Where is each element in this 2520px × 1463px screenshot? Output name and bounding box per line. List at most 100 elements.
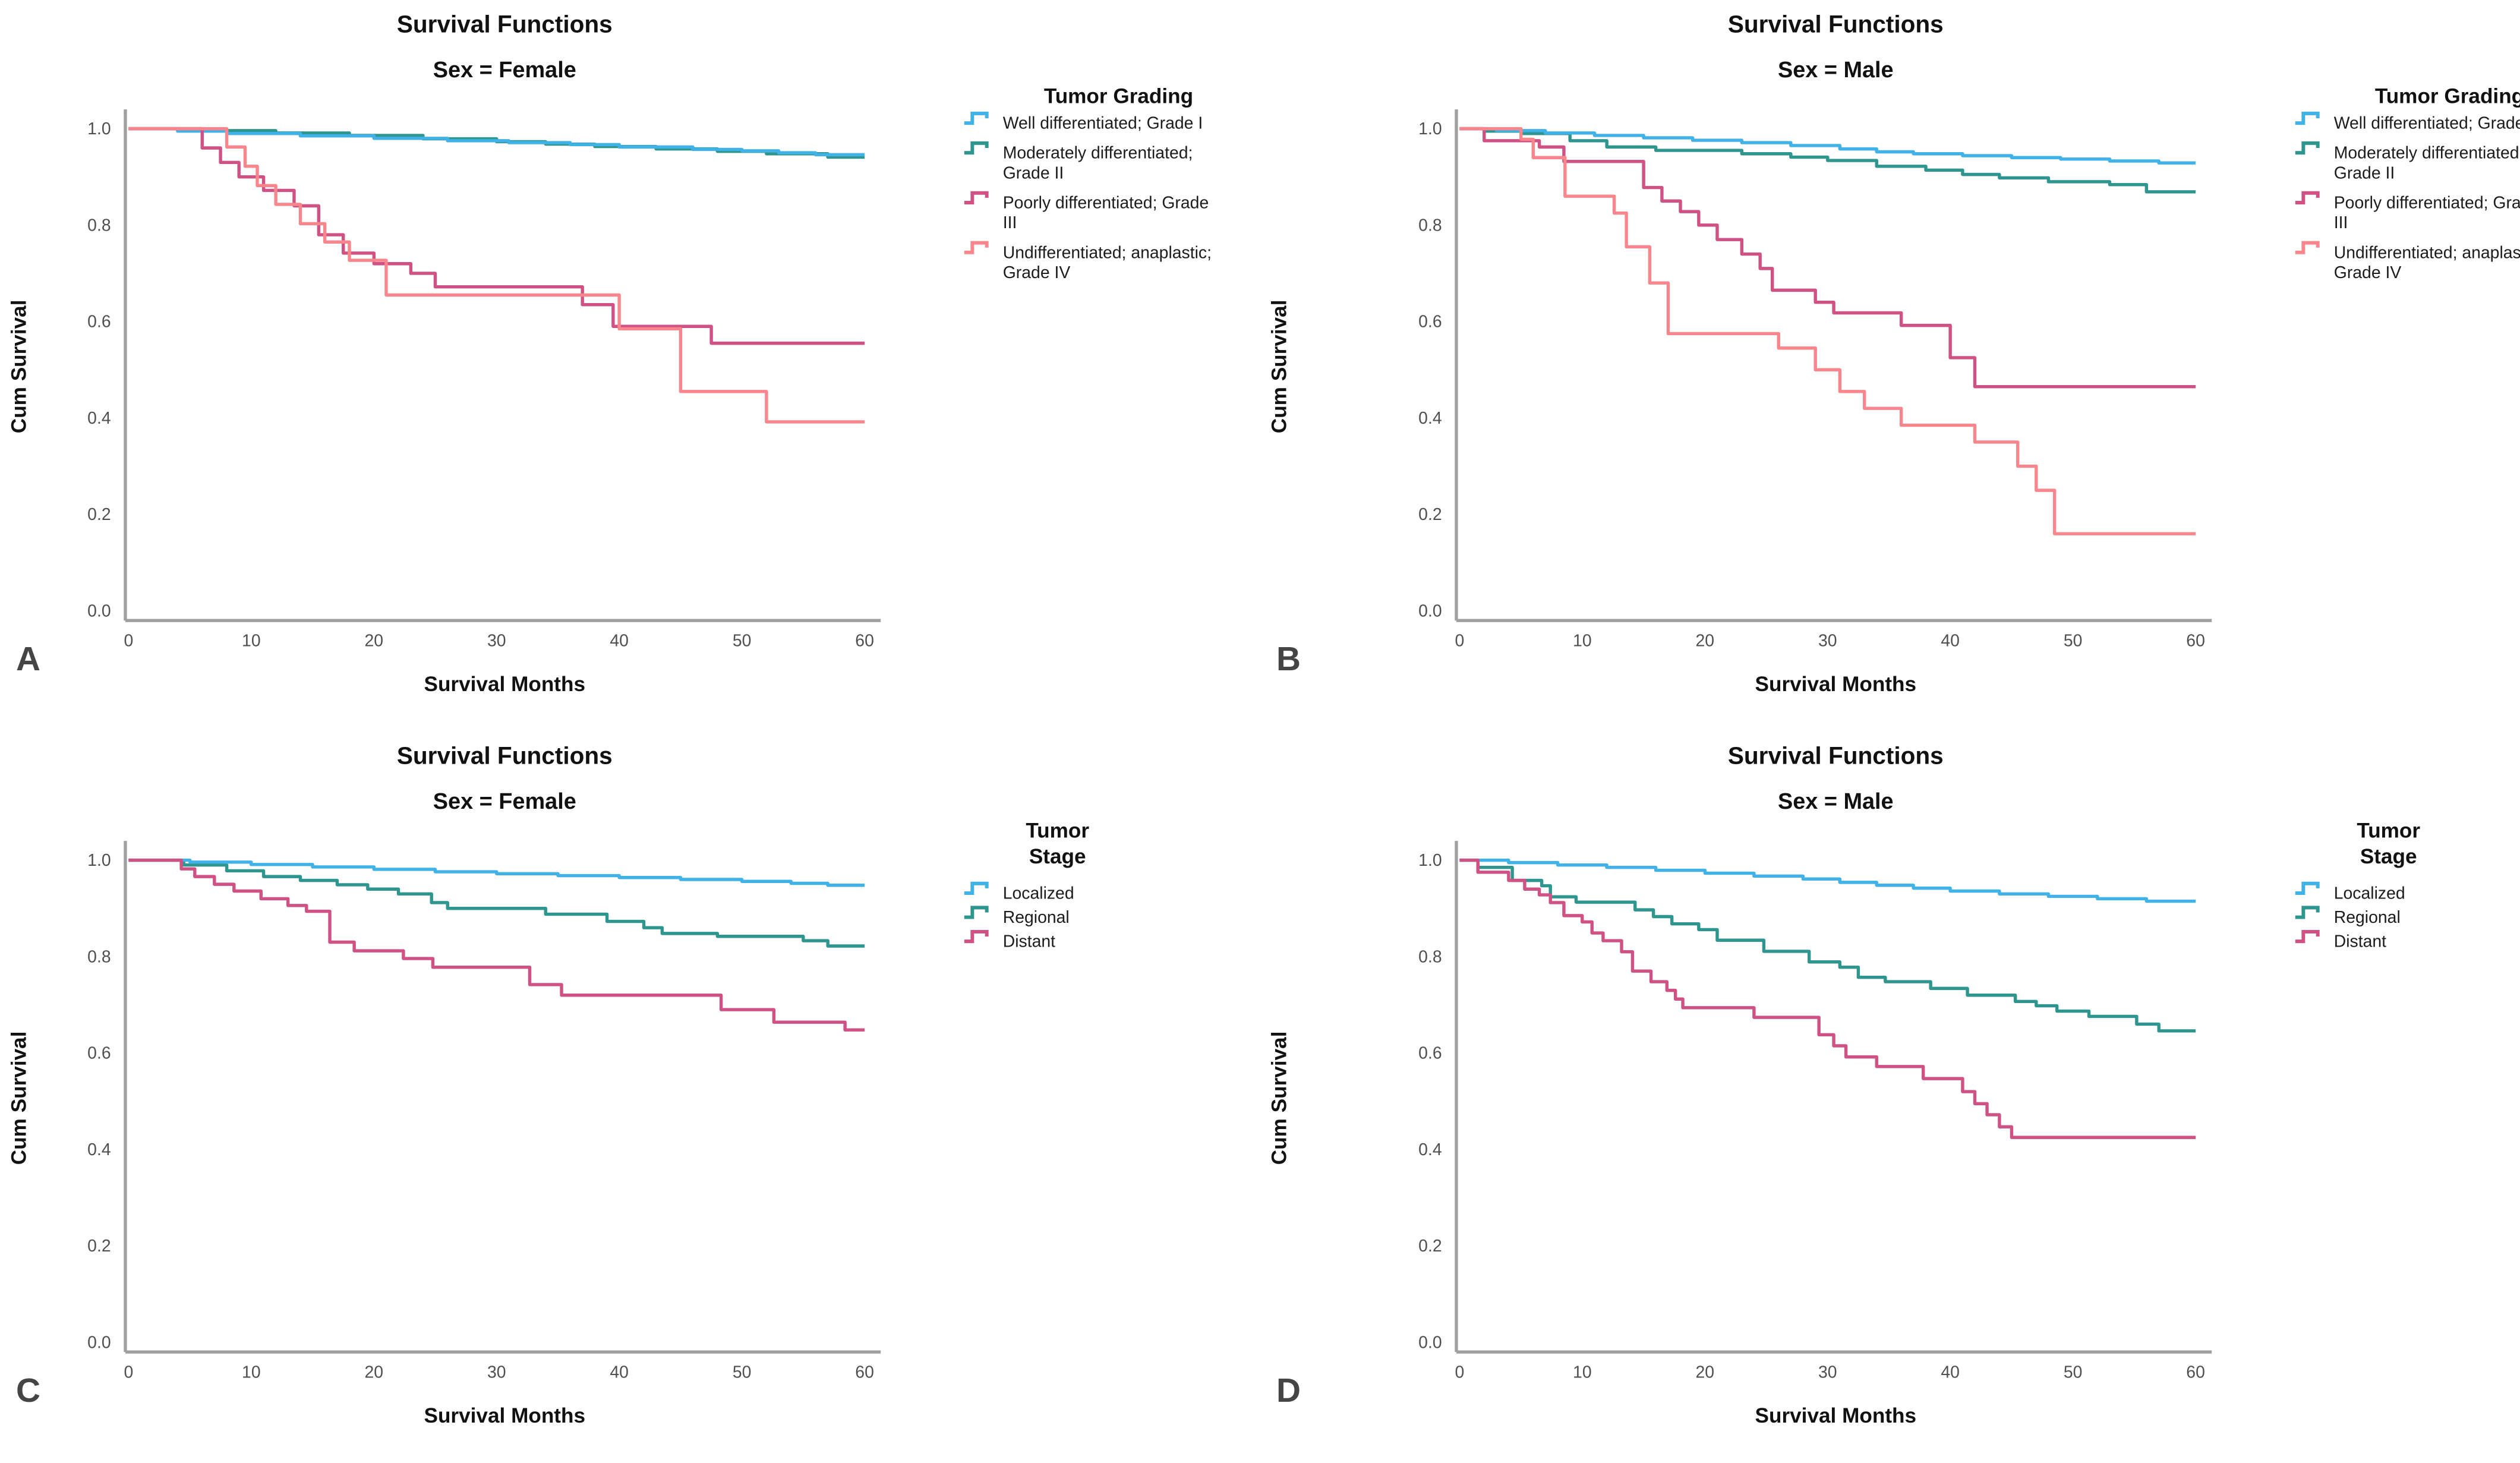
panel-b: Survival Functions Sex = Male 1.0 0.8 0.6 0.4… bbox=[1260, 0, 2520, 732]
survival-panel-B: Survival Functions Sex = Male 1.0 0.8 0.6 0.4… bbox=[1267, 10, 2520, 696]
survival-curve-blue bbox=[128, 858, 865, 887]
y-tick-label: 0.8 bbox=[87, 947, 111, 966]
survival-curve-magenta bbox=[1459, 127, 2196, 389]
x-tick-label: 10 bbox=[242, 631, 261, 650]
panel-title: Survival Functions bbox=[397, 742, 613, 769]
legend-entry-label: Undifferentiated; anaplastic; bbox=[1003, 243, 1212, 262]
legend-key-blue bbox=[964, 111, 989, 125]
y-tick-label: 1.0 bbox=[1418, 119, 1442, 138]
y-tick-label: 0.8 bbox=[1418, 216, 1442, 235]
panel-c: Survival Functions Sex = Female 1.0 0.8 0.6 0… bbox=[0, 732, 1260, 1463]
y-tick-label: 0.6 bbox=[87, 1044, 111, 1063]
survival-panel-C: Survival Functions Sex = Female 1.0 0.8 0.6 0… bbox=[7, 742, 1089, 1427]
x-tick-label: 0 bbox=[1455, 631, 1464, 650]
legend-title: Tumor bbox=[1026, 819, 1089, 843]
survival-curve-teal bbox=[128, 858, 865, 948]
legend-key-magenta bbox=[964, 191, 989, 204]
y-axis-title: Cum Survival bbox=[7, 1032, 30, 1165]
legend-key-magenta bbox=[2295, 929, 2320, 944]
legend-entry-label: Grade IV bbox=[1003, 263, 1071, 282]
y-tick-label: 0.2 bbox=[1418, 505, 1442, 524]
survival-panel-A: Survival Functions Sex = Female 1.0 0.8 0.6 0… bbox=[7, 10, 1212, 696]
legend-entry-label: Poorly differentiated; Grade bbox=[1003, 193, 1209, 212]
legend-key-teal bbox=[964, 141, 989, 155]
x-axis-title: Survival Months bbox=[1755, 673, 1916, 696]
y-tick-label: 1.0 bbox=[1418, 851, 1442, 870]
survival-curve-blue bbox=[1459, 858, 2196, 903]
x-tick-label: 40 bbox=[610, 1363, 629, 1382]
legend-title: Tumor Grading bbox=[1044, 84, 1193, 108]
x-tick-label: 60 bbox=[855, 1363, 874, 1382]
legend-entry-label: Regional bbox=[1003, 908, 1070, 927]
legend-key-blue bbox=[964, 881, 989, 895]
y-tick-label: 0.4 bbox=[1418, 1140, 1442, 1159]
x-tick-label: 20 bbox=[1695, 631, 1714, 650]
survival-panel-D: Survival Functions Sex = Male 1.0 0.8 0.6 0.4… bbox=[1267, 742, 2420, 1427]
legend-title: Stage bbox=[1029, 845, 1086, 868]
x-tick-label: 30 bbox=[487, 631, 506, 650]
y-tick-label: 0.4 bbox=[1418, 409, 1442, 428]
legend-entry-label: Grade IV bbox=[2333, 263, 2401, 282]
y-tick-label: 0.0 bbox=[87, 1333, 111, 1352]
legend-key-blue bbox=[2295, 111, 2320, 125]
panel-letter: A bbox=[16, 641, 40, 678]
x-tick-label: 50 bbox=[2063, 1363, 2082, 1382]
panel-a: Survival Functions Sex = Female 1.0 0.8 0.6 0… bbox=[0, 0, 1260, 732]
panel-d: Survival Functions Sex = Male 1.0 0.8 0.6 0.4… bbox=[1260, 732, 2520, 1463]
panel-letter: B bbox=[1276, 641, 1301, 678]
y-tick-label: 0.8 bbox=[87, 216, 111, 235]
panel-title: Survival Functions bbox=[397, 10, 613, 37]
x-tick-label: 30 bbox=[487, 1363, 506, 1382]
survival-curve-magenta bbox=[128, 127, 865, 345]
survival-curve-blue bbox=[128, 127, 865, 157]
survival-curve-teal bbox=[1459, 127, 2196, 194]
y-tick-label: 0.8 bbox=[1418, 947, 1442, 966]
x-tick-label: 30 bbox=[1818, 1363, 1837, 1382]
legend-key-teal bbox=[2295, 141, 2320, 155]
panel-letter: D bbox=[1276, 1372, 1301, 1410]
legend-entry-label: Regional bbox=[2333, 908, 2400, 927]
y-tick-label: 1.0 bbox=[87, 851, 111, 870]
y-tick-label: 0.2 bbox=[87, 505, 111, 524]
x-tick-label: 0 bbox=[124, 1363, 133, 1382]
panel-subtitle: Sex = Female bbox=[433, 789, 576, 814]
x-tick-label: 60 bbox=[2186, 1363, 2205, 1382]
x-tick-label: 30 bbox=[1818, 631, 1837, 650]
x-tick-label: 40 bbox=[610, 631, 629, 650]
legend-entry-label: III bbox=[1003, 213, 1017, 232]
panel-subtitle: Sex = Female bbox=[433, 58, 576, 83]
axes-lines bbox=[124, 841, 881, 1354]
survival-curve-salmon bbox=[128, 127, 865, 424]
survival-curve-blue bbox=[1459, 127, 2196, 165]
legend-entry-label: Well differentiated; Grade I bbox=[1003, 114, 1203, 133]
legend-entry-label: III bbox=[2333, 213, 2348, 232]
legend-entry-label: Distant bbox=[2333, 932, 2386, 951]
legend-title: Tumor bbox=[2357, 819, 2420, 843]
x-axis-title: Survival Months bbox=[424, 1404, 586, 1427]
y-tick-label: 1.0 bbox=[87, 119, 111, 138]
y-tick-label: 0.0 bbox=[1418, 601, 1442, 620]
legend-key-teal bbox=[964, 906, 989, 919]
legend-key-magenta bbox=[964, 929, 989, 944]
x-tick-label: 20 bbox=[1695, 1363, 1714, 1382]
y-tick-label: 0.6 bbox=[87, 313, 111, 332]
survival-curve-salmon bbox=[1459, 127, 2196, 535]
axes-lines bbox=[1454, 109, 2212, 622]
legend-title: Stage bbox=[2360, 845, 2417, 868]
legend-entry-label: Moderately differentiated; bbox=[2333, 144, 2520, 163]
y-tick-label: 0.4 bbox=[87, 409, 111, 428]
x-tick-label: 10 bbox=[1573, 1363, 1592, 1382]
x-tick-label: 0 bbox=[124, 631, 133, 650]
x-axis-title: Survival Months bbox=[1755, 1404, 1916, 1427]
survival-curve-magenta bbox=[128, 858, 865, 1032]
y-axis-title: Cum Survival bbox=[1267, 300, 1291, 434]
x-tick-label: 50 bbox=[733, 1363, 752, 1382]
survival-curve-teal bbox=[1459, 858, 2196, 1033]
legend: Tumor Grading Well differentiated; Grade … bbox=[964, 84, 1212, 282]
y-axis-title: Cum Survival bbox=[7, 300, 30, 434]
y-tick-label: 0.6 bbox=[1418, 313, 1442, 332]
panel-letter: C bbox=[16, 1372, 40, 1410]
